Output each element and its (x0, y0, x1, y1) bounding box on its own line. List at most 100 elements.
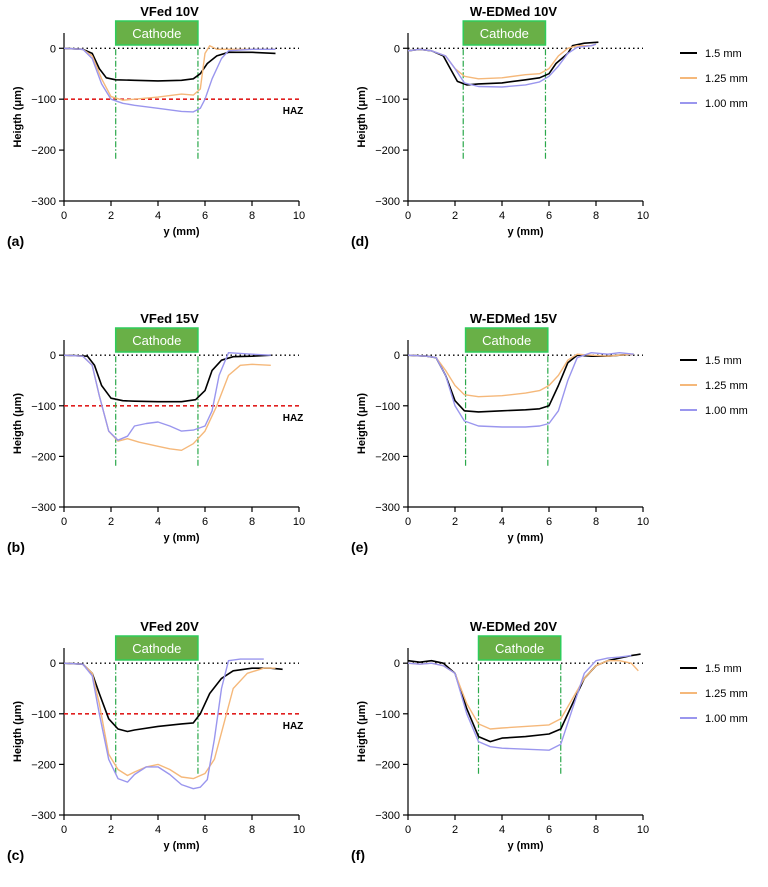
series-line-1-5-mm (63, 47, 276, 82)
y-tick-label: −200 (375, 145, 400, 157)
y-axis-label: Heigth (μm) (12, 701, 24, 762)
legend-label: 1.25 mm (705, 73, 748, 85)
x-tick-label: 2 (108, 210, 114, 222)
x-tick-label: 10 (637, 516, 649, 528)
series-line-1-5-mm (407, 353, 634, 413)
cathode-label: Cathode (132, 641, 181, 656)
x-axis-label: y (mm) (507, 840, 543, 852)
x-axis-label: y (mm) (163, 532, 199, 544)
y-tick-label: −200 (375, 451, 400, 463)
panel-label: (c) (7, 847, 24, 863)
y-tick-label: −200 (375, 759, 400, 771)
legend-label: 1.5 mm (705, 663, 742, 675)
y-tick-label: −200 (31, 451, 56, 463)
y-tick-label: −300 (31, 502, 56, 514)
y-tick-label: −100 (31, 401, 56, 413)
x-tick-label: 6 (546, 210, 552, 222)
y-tick-label: −100 (31, 709, 56, 721)
x-tick-label: 6 (202, 516, 208, 528)
x-tick-label: 0 (405, 516, 411, 528)
panel-label: (f) (351, 847, 365, 863)
haz-label: HAZ (283, 413, 304, 424)
y-tick-label: 0 (394, 43, 400, 55)
y-tick-label: 0 (50, 350, 56, 362)
y-tick-label: 0 (50, 43, 56, 55)
x-tick-label: 0 (61, 210, 67, 222)
legend: 1.5 mm 1.25 mm 1.00 mm (680, 48, 748, 110)
x-tick-label: 4 (499, 210, 505, 222)
series-line-1-25-mm (63, 45, 276, 101)
cathode-label: Cathode (132, 333, 181, 348)
x-tick-label: 0 (61, 516, 67, 528)
legend-label: 1.25 mm (705, 688, 748, 700)
y-axis-label: Heigth (μm) (12, 393, 24, 454)
panel-label: (e) (351, 539, 368, 555)
y-tick-label: 0 (394, 658, 400, 670)
x-tick-label: 10 (293, 516, 305, 528)
series-line-1-25-mm (63, 662, 276, 780)
x-tick-label: 10 (637, 210, 649, 222)
legend-label: 1.00 mm (705, 713, 748, 725)
y-tick-label: −100 (375, 401, 400, 413)
y-axis-label: Heigth (μm) (356, 393, 368, 454)
series-line-1-00-mm (63, 47, 276, 113)
x-tick-label: 6 (202, 210, 208, 222)
x-tick-label: 2 (108, 516, 114, 528)
cathode-box (114, 635, 199, 661)
y-tick-label: −200 (31, 145, 56, 157)
y-tick-label: −300 (375, 810, 400, 822)
x-tick-label: 2 (452, 516, 458, 528)
panel-label: (b) (7, 539, 25, 555)
chart-panel-f: 0 −100 −200 −300 0 2 4 6 8 10 Cathode W-EDMed 20V y … (351, 619, 748, 863)
y-tick-label: −300 (375, 196, 400, 208)
x-tick-label: 2 (452, 824, 458, 836)
series-line-1-5-mm (407, 653, 641, 743)
x-tick-label: 10 (293, 824, 305, 836)
y-tick-label: 0 (50, 658, 56, 670)
y-tick-label: −100 (375, 709, 400, 721)
chart-title: VFed 20V (140, 619, 199, 634)
cathode-box (114, 20, 199, 46)
cathode-label: Cathode (482, 333, 531, 348)
legend-label: 1.00 mm (705, 405, 748, 417)
legend-label: 1.5 mm (705, 355, 742, 367)
cathode-label: Cathode (480, 26, 529, 41)
x-tick-label: 8 (593, 210, 599, 222)
x-tick-label: 6 (202, 824, 208, 836)
y-tick-label: −200 (31, 759, 56, 771)
cathode-label: Cathode (132, 26, 181, 41)
y-tick-label: −300 (375, 502, 400, 514)
legend-label: 1.25 mm (705, 380, 748, 392)
y-axis-label: Heigth (μm) (12, 86, 24, 147)
chart-title: W-EDMed 15V (470, 311, 557, 326)
y-tick-label: −100 (375, 94, 400, 106)
x-tick-label: 8 (249, 210, 255, 222)
x-tick-label: 4 (155, 210, 161, 222)
x-tick-label: 0 (61, 824, 67, 836)
legend-label: 1.00 mm (705, 98, 748, 110)
x-tick-label: 2 (452, 210, 458, 222)
cathode-box (464, 327, 549, 353)
x-tick-label: 2 (108, 824, 114, 836)
legend-label: 1.5 mm (705, 48, 742, 60)
x-tick-label: 4 (155, 824, 161, 836)
x-tick-label: 8 (249, 824, 255, 836)
chart-panel-b: 0 −100 −200 −300 0 2 4 6 8 10 HAZ Cathode VFed 15V y … (7, 311, 305, 555)
chart-panel-d: 0 −100 −200 −300 0 2 4 6 8 10 Cathode W-EDMed 10V y … (351, 4, 748, 249)
chart-panel-a: 0 −100 −200 −300 0 2 4 6 8 10 HAZ Cathode VFed 10V y … (7, 4, 305, 249)
cathode-box (462, 20, 547, 46)
chart-panel-e: 0 −100 −200 −300 0 2 4 6 8 10 Cathode W-EDMed 15V y … (351, 311, 748, 555)
cathode-label: Cathode (495, 641, 544, 656)
x-tick-label: 4 (155, 516, 161, 528)
x-tick-label: 4 (499, 824, 505, 836)
x-tick-label: 6 (546, 516, 552, 528)
series-line-1-25-mm (407, 353, 634, 398)
x-tick-label: 8 (249, 516, 255, 528)
series-line-1-25-mm (63, 354, 271, 451)
panel-label: (a) (7, 233, 24, 249)
chart-title: VFed 10V (140, 4, 199, 19)
series-line-1-5-mm (63, 354, 271, 403)
series-line-1-25-mm (407, 43, 597, 80)
legend: 1.5 mm 1.25 mm 1.00 mm (680, 355, 748, 417)
x-axis-label: y (mm) (507, 532, 543, 544)
